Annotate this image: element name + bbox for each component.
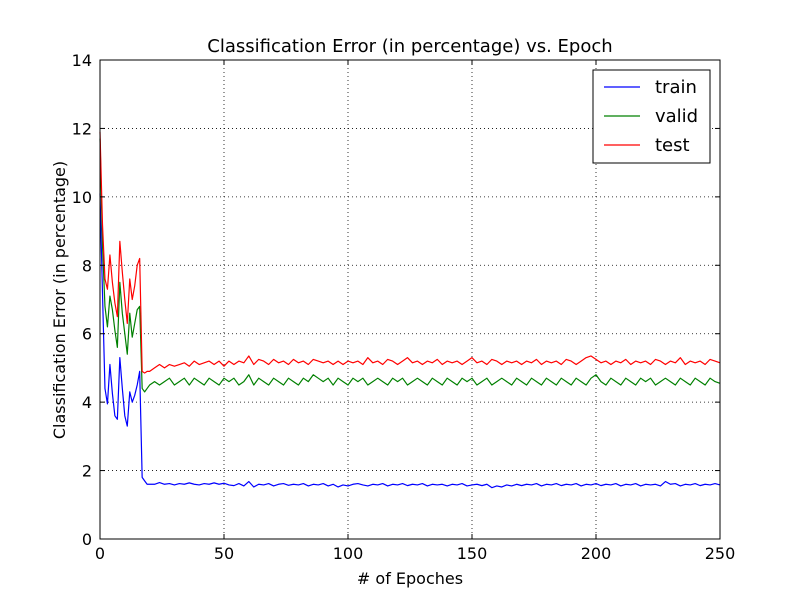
plot-frame — [99, 59, 721, 540]
x-axis-label: # of Epoches — [357, 569, 463, 588]
y-axis-label: Classification Error (in percentage) — [50, 161, 69, 439]
x-tick-label: 100 — [333, 544, 364, 563]
legend-valid-label: valid — [655, 106, 698, 127]
x-tick-label: 50 — [214, 544, 234, 563]
legend-test-label: test — [655, 135, 690, 156]
y-tick-label: 12 — [72, 119, 92, 138]
series-line-train — [99, 193, 721, 489]
series-line-valid — [99, 138, 721, 393]
chart-title: Classification Error (in percentage) vs.… — [207, 36, 612, 57]
x-tick-label: 150 — [457, 544, 488, 563]
y-tick-label: 0 — [82, 530, 92, 549]
series-line-test — [99, 131, 721, 374]
series-lines — [99, 131, 721, 489]
y-tick-label: 10 — [72, 188, 92, 207]
y-tick-label: 4 — [82, 393, 92, 412]
axes — [99, 59, 721, 540]
y-tick-label: 6 — [82, 325, 92, 344]
tick-labels: 0 50 100 150 200 250 0 2 4 6 8 10 12 14 — [72, 51, 736, 563]
y-tick-label: 14 — [72, 51, 92, 70]
x-tick-label: 0 — [95, 544, 105, 563]
legend: train valid test — [592, 69, 711, 164]
x-tick-label: 250 — [705, 544, 736, 563]
y-tick-label: 2 — [82, 462, 92, 481]
x-tick-label: 200 — [581, 544, 612, 563]
legend-train-label: train — [655, 77, 697, 98]
y-tick-label: 8 — [82, 256, 92, 275]
